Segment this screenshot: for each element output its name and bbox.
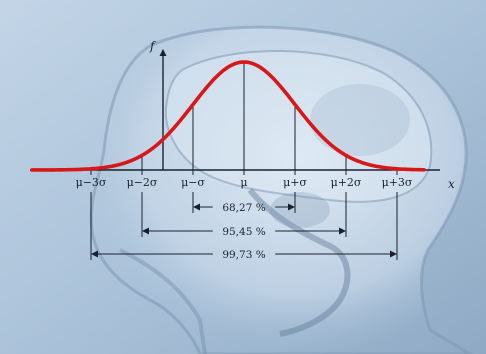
tick-label: μ+σ: [283, 176, 307, 189]
curve-layer: [30, 60, 426, 172]
tick-label: μ: [240, 176, 247, 189]
tick-label: μ−σ: [181, 176, 205, 189]
axes: f x: [30, 39, 455, 191]
y-axis-label: f: [149, 39, 157, 53]
gaussian-curve: [30, 60, 426, 172]
interval-percentage: 99,73 %: [222, 249, 265, 261]
x-axis-label: x: [448, 177, 455, 191]
interval-arrows: 68,27 % 95,45 % 99,73 %: [90, 192, 398, 261]
interval-percentage: 95,45 %: [222, 226, 265, 238]
tick-label: μ+2σ: [331, 176, 362, 189]
sigma-lines: [90, 62, 398, 175]
tick-label: μ−3σ: [76, 176, 107, 189]
tick-label: μ−2σ: [127, 176, 158, 189]
tick-labels: μ−3σ μ−2σ μ−σ μ μ+σ μ+2σ μ+3σ: [76, 176, 413, 189]
tick-label: μ+3σ: [382, 176, 413, 189]
interval-percentage: 68,27 %: [222, 202, 265, 214]
